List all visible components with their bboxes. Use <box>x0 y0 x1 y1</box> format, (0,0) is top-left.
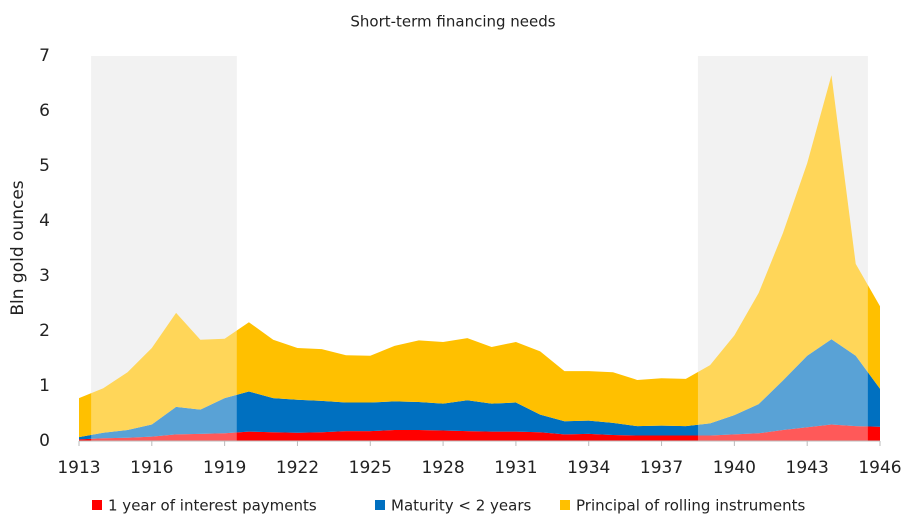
y-tick-label: 2 <box>39 321 50 341</box>
shaded-period <box>697 56 868 441</box>
y-tick-label: 5 <box>39 156 50 176</box>
y-tick-label: 3 <box>39 266 50 286</box>
x-tick-label: 1946 <box>858 458 901 478</box>
x-tick-label: 1943 <box>786 458 829 478</box>
y-axis-label: Bln gold ounces <box>8 180 28 315</box>
x-tick-label: 1928 <box>421 458 464 478</box>
x-tick-label: 1916 <box>130 458 173 478</box>
shaded-period <box>91 56 237 441</box>
legend-swatch <box>375 500 385 510</box>
x-tick-label: 1925 <box>349 458 392 478</box>
area <box>79 339 880 440</box>
x-tick-label: 1940 <box>713 458 756 478</box>
y-tick-label: 1 <box>39 376 50 396</box>
x-tick-label: 1919 <box>203 458 246 478</box>
y-tick-label: 7 <box>39 46 50 66</box>
legend-swatch <box>560 500 570 510</box>
x-tick-label: 1934 <box>567 458 610 478</box>
legend-label: 1 year of interest payments <box>108 497 317 515</box>
legend-swatch <box>92 500 102 510</box>
x-tick-label: 1937 <box>640 458 683 478</box>
x-tick-label: 1922 <box>276 458 319 478</box>
y-tick-label: 0 <box>39 431 50 451</box>
legend-label: Principal of rolling instruments <box>576 497 805 515</box>
y-tick-label: 4 <box>39 211 50 231</box>
x-tick-label: 1931 <box>494 458 537 478</box>
legend-label: Maturity < 2 years <box>391 497 531 515</box>
area <box>79 75 880 438</box>
chart-title: Short-term financing needs <box>350 13 555 31</box>
area <box>79 424 880 441</box>
x-tick-label: 1913 <box>57 458 100 478</box>
y-tick-label: 6 <box>39 101 50 121</box>
